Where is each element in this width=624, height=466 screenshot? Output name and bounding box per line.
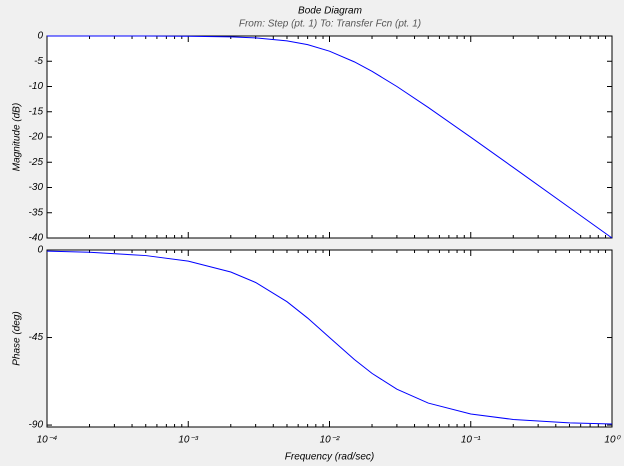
- y-tick-label: -15: [29, 106, 44, 117]
- y-tick-label: -35: [29, 207, 44, 218]
- y-tick-label: -20: [29, 132, 44, 143]
- y-tick-label: -90: [29, 420, 44, 431]
- chart-title: Bode Diagram: [298, 6, 362, 17]
- x-tick-label: 10⁻⁴: [37, 435, 58, 446]
- y-tick-label: -5: [34, 56, 43, 67]
- chart-subtitle: From: Step (pt. 1) To: Transfer Fcn (pt.…: [239, 19, 421, 30]
- data-line: [46, 250, 613, 425]
- y-tick-label: -10: [29, 81, 44, 92]
- x-tick-label: 10⁰: [604, 435, 621, 446]
- y-tick-label: -40: [29, 233, 44, 244]
- plot-area: [46, 35, 613, 239]
- y-tick-label: -45: [29, 332, 44, 343]
- y-axis-label: Magnitude (dB): [12, 103, 23, 171]
- data-line: [47, 35, 613, 239]
- x-tick-label: 10⁻³: [178, 435, 198, 446]
- y-tick-label: -25: [29, 157, 44, 168]
- x-tick-label: 10⁻¹: [461, 435, 481, 446]
- x-axis-label: Frequency (rad/sec): [285, 452, 374, 463]
- x-tick-label: 10⁻²: [320, 435, 340, 446]
- y-tick-label: 0: [37, 31, 43, 42]
- y-axis-label: Phase (deg): [12, 311, 23, 365]
- y-tick-label: -30: [29, 182, 44, 193]
- plot-area: [46, 249, 613, 428]
- y-tick-label: 0: [37, 245, 43, 256]
